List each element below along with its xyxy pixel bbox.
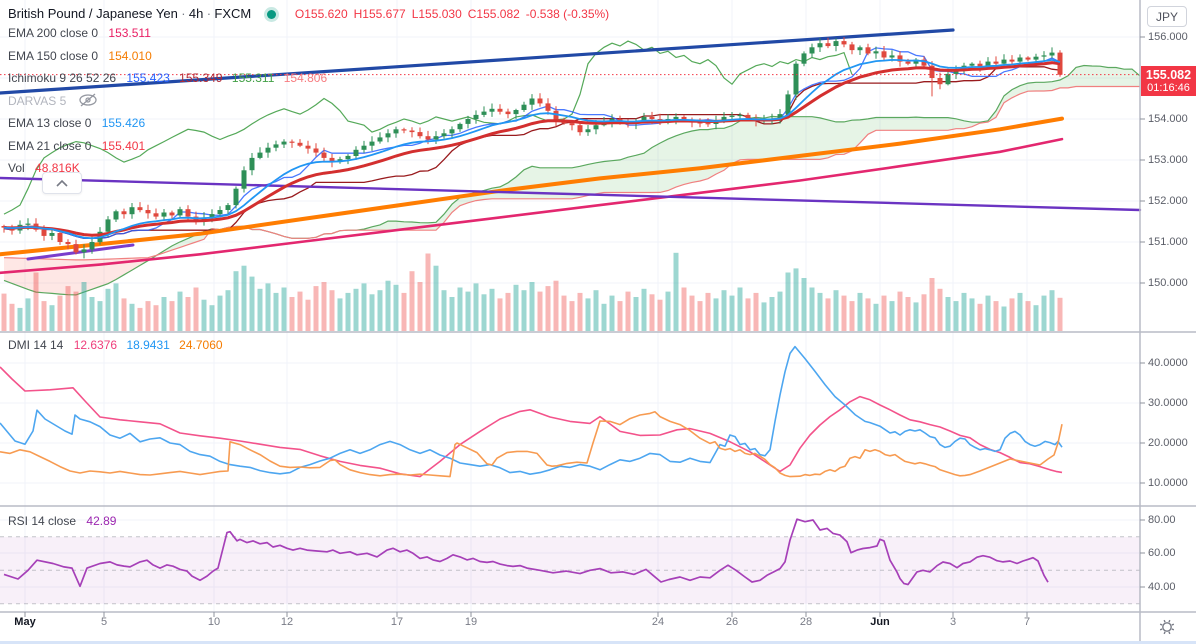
axis-label: 154.000 (1148, 113, 1188, 125)
axis-label: 30.0000 (1148, 397, 1188, 409)
axis-label: 156.000 (1148, 31, 1188, 43)
axis-label: 80.00 (1148, 514, 1176, 526)
eye-off-icon[interactable] (78, 93, 98, 110)
legend-item-ichimoku[interactable]: Ichimoku 9 26 52 26 155.423 155.349 155.… (8, 71, 328, 85)
time-axis-label: 3 (949, 616, 957, 628)
bar-countdown: 01:16:46 (1147, 82, 1190, 95)
time-axis-label: 28 (799, 616, 813, 628)
symbol-title: British Pound / Japanese Yen (8, 6, 178, 21)
legend-item-darvas[interactable]: DARVAS 5 (8, 93, 98, 110)
axis-label: 151.000 (1148, 236, 1188, 248)
time-axis-label: 5 (100, 616, 108, 628)
exchange-label: FXCM (214, 6, 252, 21)
time-axis-label: 10 (207, 616, 221, 628)
last-price: 155.082 (1145, 68, 1192, 82)
axis-label: 152.000 (1148, 195, 1188, 207)
axis-label: 40.0000 (1148, 357, 1188, 369)
time-axis-label: 17 (390, 616, 404, 628)
axis-label: 20.0000 (1148, 437, 1188, 449)
gear-icon[interactable] (1155, 616, 1179, 638)
legend-item-dmi[interactable]: DMI 14 14 12.6376 18.9431 24.7060 (8, 338, 223, 352)
time-axis-label: 24 (651, 616, 665, 628)
symbol-header[interactable]: British Pound / Japanese Yen · 4h · FXCM… (8, 6, 615, 21)
axis-label: 40.00 (1148, 581, 1176, 593)
legend-item-volume[interactable]: Vol 48.816K (8, 161, 80, 175)
last-price-badge: 155.082 01:16:46 (1141, 66, 1196, 96)
ohlc-readout: O155.620 H155.677 L155.030 C155.082 -0.538 (… (294, 7, 610, 21)
legend-item-ema150[interactable]: EMA 150 close 0 154.010 (8, 49, 152, 63)
currency-toggle-button[interactable]: JPY (1147, 6, 1187, 27)
time-axis-label: 26 (725, 616, 739, 628)
collapse-legend-button[interactable] (42, 172, 82, 194)
market-status-icon (266, 10, 276, 20)
interval-label[interactable]: 4h (188, 6, 204, 21)
legend-item-rsi[interactable]: RSI 14 close 42.89 (8, 514, 117, 528)
axis-label: 153.000 (1148, 154, 1188, 166)
time-axis-label: May (14, 616, 36, 628)
time-axis-label: 7 (1023, 616, 1031, 628)
time-axis-label: 19 (464, 616, 478, 628)
time-axis-label: 12 (280, 616, 294, 628)
time-axis-label: Jun (870, 616, 890, 628)
legend-item-ema200[interactable]: EMA 200 close 0 153.511 (8, 26, 151, 40)
chevron-up-icon (56, 179, 68, 187)
axis-label: 150.000 (1148, 277, 1188, 289)
legend-item-ema21[interactable]: EMA 21 close 0 155.401 (8, 139, 146, 153)
legend-item-ema13[interactable]: EMA 13 close 0 155.426 (8, 116, 146, 130)
axis-label: 10.0000 (1148, 477, 1188, 489)
axis-label: 60.00 (1148, 547, 1176, 559)
